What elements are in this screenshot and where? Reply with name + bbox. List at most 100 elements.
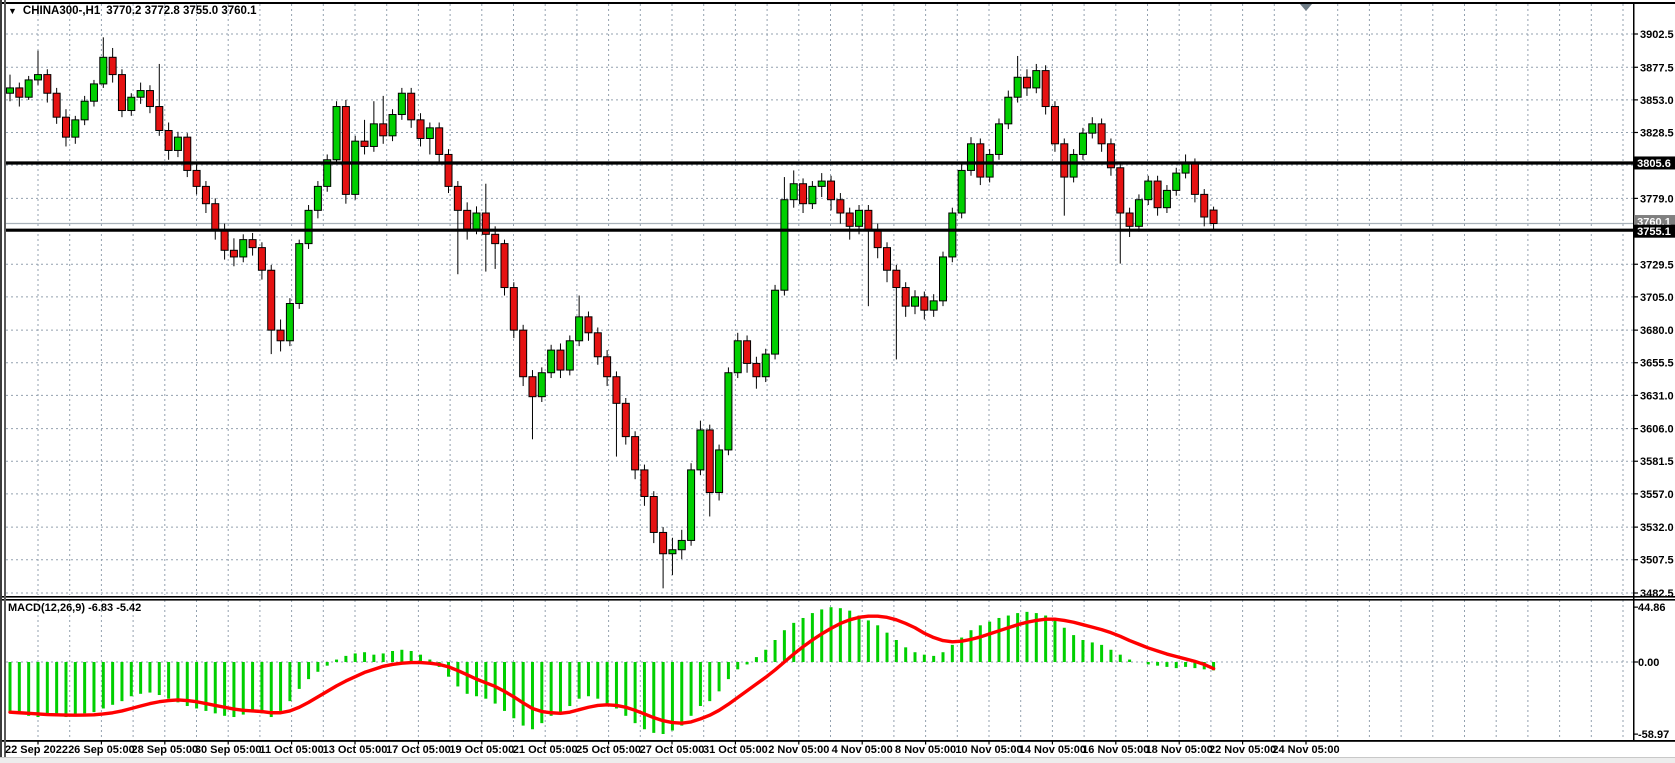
- candle-body: [715, 449, 724, 494]
- candle-body: [1172, 172, 1181, 191]
- time-tick-label: 17 Oct 05:00: [386, 744, 451, 756]
- candle-body: [145, 90, 154, 108]
- price-axis[interactable]: 3902.5 3877.5 3853.0 3828.5 3779.0 3729.5 3705…: [1633, 29, 1675, 741]
- candle-body: [481, 212, 490, 235]
- candle-body: [295, 243, 304, 305]
- price-tick-label: 3902.5: [1640, 29, 1674, 41]
- resistance-price-badge: [1634, 156, 1675, 170]
- candle-body: [528, 376, 537, 398]
- candle-body: [603, 356, 612, 378]
- time-tick-label: 31 Oct 05:00: [703, 744, 768, 756]
- candle-body: [612, 376, 621, 404]
- time-tick-label: 4 Nov 05:00: [832, 744, 893, 756]
- candle-body: [136, 90, 145, 98]
- candle-body: [1013, 76, 1022, 98]
- pane-separator: [0, 599, 1675, 601]
- chart-title-bar: ▼ CHINA300-,H1 3770.2 3772.8 3755.0 3760…: [8, 5, 257, 17]
- candle-body: [1116, 167, 1125, 214]
- candle-body: [360, 140, 369, 147]
- candle-body: [108, 56, 117, 76]
- candle-body: [313, 185, 322, 211]
- candle-body: [575, 316, 584, 342]
- candle-body: [966, 143, 975, 171]
- candle-body: [351, 140, 360, 195]
- candle-body: [416, 119, 425, 139]
- candle-body: [696, 429, 705, 471]
- candle-body: [425, 127, 434, 139]
- time-tick-label: 24 Nov 05:00: [1272, 744, 1339, 756]
- support-price-badge: [1634, 224, 1675, 238]
- candle-body: [640, 469, 649, 498]
- price-tick-label: 3853.0: [1640, 95, 1674, 107]
- candle-body: [677, 539, 686, 551]
- ohlc-quote-label: 3770.2 3772.8 3755.0 3760.1: [106, 5, 257, 17]
- macd-tick-label: -58.97: [1638, 729, 1669, 741]
- candle-body: [780, 199, 789, 291]
- time-tick-label: 11 Oct 05:00: [259, 744, 323, 756]
- candle-body: [668, 549, 677, 555]
- time-tick-label: 19 Oct 05:00: [449, 744, 514, 756]
- candle-body: [1078, 132, 1087, 155]
- time-tick-label: 22 Sep 2022: [5, 744, 68, 756]
- candle-body: [892, 269, 901, 289]
- time-tick-label: 16 Nov 05:00: [1082, 744, 1149, 756]
- time-tick-label: 27 Oct 05:00: [640, 744, 705, 756]
- candle-body: [201, 185, 210, 205]
- time-tick-label: 13 Oct 05:00: [323, 744, 388, 756]
- candle-body: [1069, 153, 1078, 178]
- grid: [6, 4, 1633, 739]
- chevron-down-icon[interactable]: ▼: [8, 5, 17, 16]
- candle-body: [771, 289, 780, 355]
- candle-body: [1125, 212, 1134, 227]
- price-tick-label: 3877.5: [1640, 62, 1674, 74]
- candle-body: [379, 123, 388, 137]
- candle-body: [1181, 163, 1190, 174]
- candle-body: [1041, 70, 1050, 108]
- candle-body: [463, 209, 472, 230]
- candle-body: [52, 92, 61, 118]
- candle-body: [211, 203, 220, 231]
- candle-body: [621, 402, 630, 438]
- candle-body: [687, 469, 696, 541]
- candle-body: [976, 143, 985, 178]
- bottom-strip-border: [0, 757, 1675, 758]
- price-axis-border: [1633, 2, 1635, 740]
- candle-body: [491, 233, 500, 245]
- time-tick-label: 14 Nov 05:00: [1019, 744, 1086, 756]
- candle-body: [397, 92, 406, 116]
- candle-body: [836, 199, 845, 214]
- time-tick-label: 8 Nov 05:00: [895, 744, 956, 756]
- support-price-badge-label: 3755.1: [1637, 226, 1671, 238]
- time-tick-label: 18 Nov 05:00: [1146, 744, 1213, 756]
- candle-body: [789, 183, 798, 201]
- candle-body: [99, 56, 108, 85]
- price-tick-label: 3581.5: [1640, 456, 1674, 468]
- candle-body: [192, 169, 201, 187]
- macd-signal-line: [8, 614, 1216, 725]
- candle-body: [920, 296, 929, 311]
- price-tick-label: 3779.0: [1640, 193, 1674, 205]
- price-tick-label: 3507.5: [1640, 555, 1674, 567]
- candle-body: [173, 136, 182, 151]
- candle-body: [500, 243, 509, 289]
- candle-body: [556, 349, 565, 371]
- time-tick-label: 26 Sep 05:00: [68, 744, 135, 756]
- price-tick-label: 3631.0: [1640, 390, 1674, 402]
- candle-body: [939, 256, 947, 302]
- time-tick-label: 21 Oct 05:00: [513, 744, 578, 756]
- chart-shift-marker-icon: [1300, 4, 1312, 11]
- candle-body: [285, 303, 294, 342]
- candle-body: [705, 429, 714, 494]
- candle-body: [733, 340, 742, 374]
- candle-body: [80, 100, 89, 121]
- candle-body: [649, 496, 658, 533]
- candle-body: [1106, 143, 1115, 169]
- candle-body: [155, 106, 164, 131]
- candle-body: [864, 209, 873, 231]
- candle-body: [845, 212, 854, 227]
- time-tick-label: 10 Nov 05:00: [955, 744, 1022, 756]
- candle-body: [1134, 199, 1143, 227]
